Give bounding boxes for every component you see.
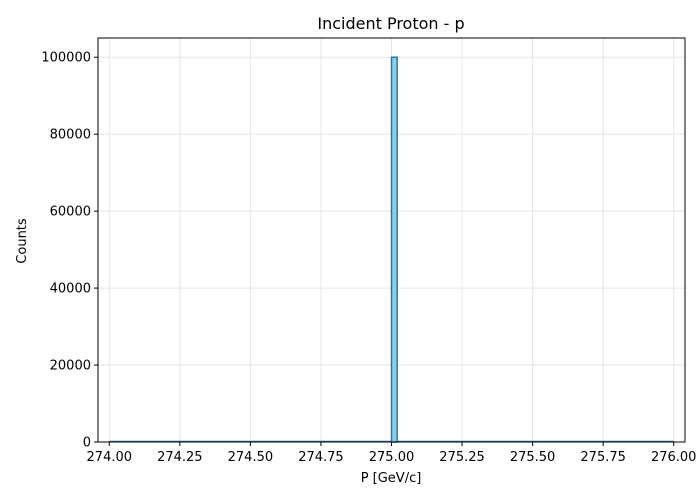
y-tick-label: 20000: [50, 359, 91, 374]
x-tick-label: 274.25: [157, 450, 203, 465]
x-tick-label: 276.00: [651, 450, 697, 465]
x-tick-label: 275.00: [369, 450, 415, 465]
y-tick-label: 80000: [50, 128, 91, 143]
x-axis-label: P [GeV/c]: [361, 471, 422, 486]
histogram-bar: [390, 56, 398, 443]
x-tick-label: 274.00: [87, 450, 133, 465]
x-tick-label: 274.50: [228, 450, 274, 465]
x-tick-label: 275.25: [439, 450, 485, 465]
chart-title: Incident Proton - p: [317, 14, 464, 33]
y-axis-label: Counts: [15, 218, 30, 264]
y-tick-label: 0: [83, 436, 91, 451]
y-tick-label: 40000: [50, 282, 91, 297]
y-axis-ticks: 0 20000 40000 60000 80000 100000: [41, 51, 98, 451]
y-tick-label: 100000: [41, 51, 91, 66]
histogram-bars: [109, 56, 674, 443]
x-tick-label: 274.75: [298, 450, 344, 465]
x-tick-label: 275.75: [580, 450, 626, 465]
x-tick-label: 275.50: [510, 450, 556, 465]
x-axis-ticks: 274.00 274.25 274.50 274.75 275.00 275.25 275.…: [87, 442, 697, 465]
y-tick-label: 60000: [50, 205, 91, 220]
